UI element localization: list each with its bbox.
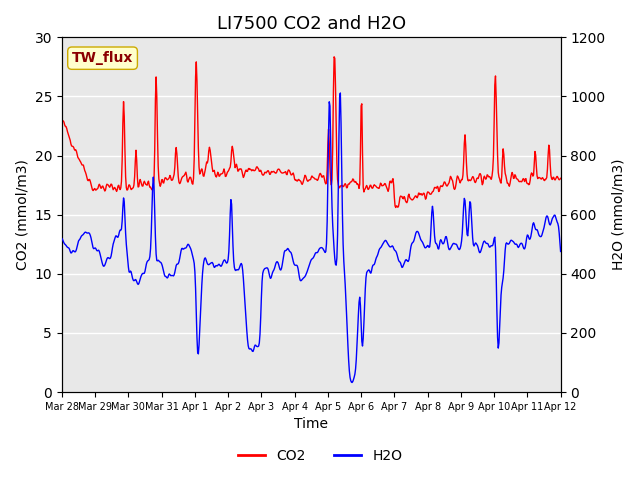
Y-axis label: H2O (mmol/m3): H2O (mmol/m3): [611, 159, 625, 270]
X-axis label: Time: Time: [294, 418, 328, 432]
Text: TW_flux: TW_flux: [72, 51, 133, 65]
Y-axis label: CO2 (mmol/m3): CO2 (mmol/m3): [15, 159, 29, 270]
Title: LI7500 CO2 and H2O: LI7500 CO2 and H2O: [217, 15, 406, 33]
Legend: CO2, H2O: CO2, H2O: [232, 443, 408, 468]
